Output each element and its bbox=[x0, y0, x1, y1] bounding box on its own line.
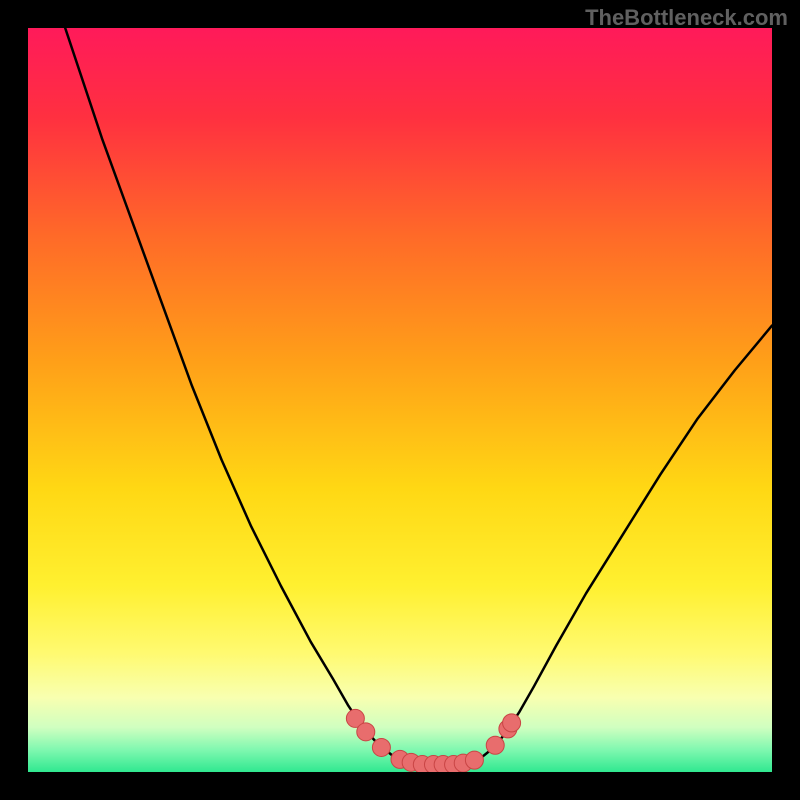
curve-marker bbox=[503, 714, 521, 732]
curve-marker bbox=[357, 723, 375, 741]
plot-area bbox=[28, 28, 772, 772]
chart-svg bbox=[28, 28, 772, 772]
curve-marker bbox=[372, 738, 390, 756]
gradient-background bbox=[28, 28, 772, 772]
watermark-text: TheBottleneck.com bbox=[585, 5, 788, 31]
chart-container: TheBottleneck.com bbox=[0, 0, 800, 800]
curve-marker bbox=[465, 751, 483, 769]
curve-marker bbox=[486, 736, 504, 754]
